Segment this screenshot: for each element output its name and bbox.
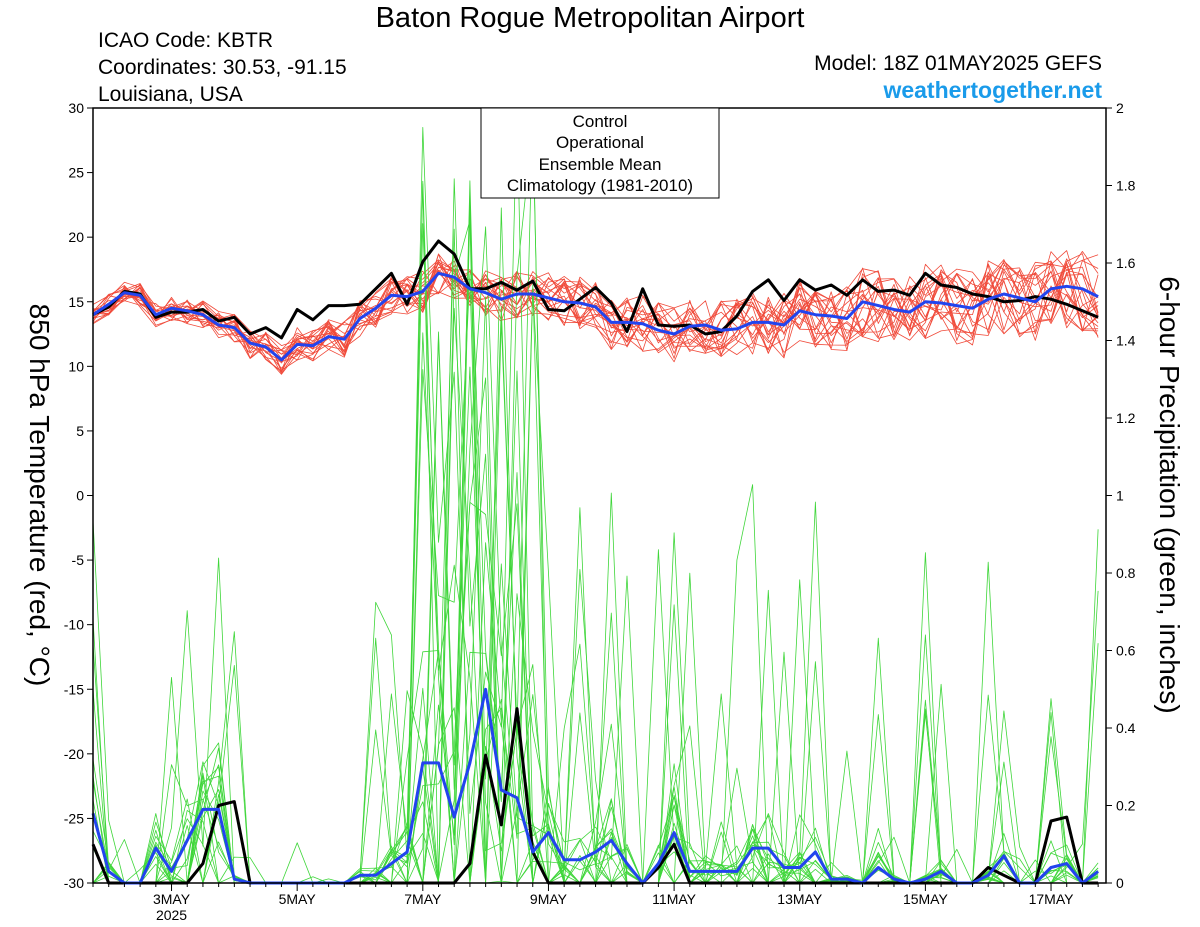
y-right-tick-label: 1 bbox=[1116, 488, 1124, 504]
y-right-tick-label: 0.6 bbox=[1116, 643, 1136, 659]
y-right-tick-label: 0.4 bbox=[1116, 720, 1136, 736]
y-left-tick-label: 0 bbox=[76, 488, 84, 504]
precipitation-member-line bbox=[92, 126, 1099, 884]
legend-box bbox=[480, 107, 720, 199]
chart-title: Baton Rogue Metropolitan Airport bbox=[375, 2, 805, 34]
y-right-tick-label: 0.8 bbox=[1116, 565, 1136, 581]
y-left-tick-label: -10 bbox=[64, 617, 84, 633]
x-tick-label: 3MAY bbox=[153, 891, 191, 907]
y-left-tick-label: 5 bbox=[76, 423, 84, 439]
temperature-member-line bbox=[92, 251, 1099, 363]
y-axis-left-title: 850 hPa Temperature (red, °C) bbox=[24, 304, 55, 687]
control-temperature-line bbox=[92, 239, 1099, 340]
region: Louisiana, USA bbox=[98, 83, 243, 106]
y-axis-right-title: 6-hour Precipitation (green, inches) bbox=[1154, 276, 1185, 713]
axes: 302520151050-5-10-15-20-25-3021.81.61.41… bbox=[64, 100, 1136, 923]
y-left-tick-label: 20 bbox=[68, 229, 84, 245]
legend-control: Control bbox=[573, 112, 628, 131]
y-right-tick-label: 1.2 bbox=[1116, 410, 1136, 426]
y-right-tick-label: 0 bbox=[1116, 875, 1124, 891]
temperature-member-line bbox=[92, 260, 1099, 375]
x-tick-year-label: 2025 bbox=[156, 907, 187, 923]
temperature-member-line bbox=[92, 253, 1099, 361]
y-right-tick-label: 1.6 bbox=[1116, 255, 1136, 271]
y-left-tick-label: -30 bbox=[64, 875, 84, 891]
precipitation-member-line bbox=[93, 332, 1099, 884]
y-left-tick-label: 10 bbox=[68, 358, 84, 374]
y-right-tick-label: 1.8 bbox=[1116, 178, 1136, 194]
temperature-member-line bbox=[92, 250, 1099, 362]
icao-code: ICAO Code: KBTR bbox=[98, 29, 274, 52]
x-tick-label: 13MAY bbox=[777, 891, 823, 907]
legend-operational: Operational bbox=[556, 133, 644, 152]
y-left-tick-label: 15 bbox=[68, 294, 84, 310]
y-left-tick-label: -15 bbox=[64, 681, 84, 697]
station-info: ICAO Code: KBTR Coordinates: 30.53, -91.… bbox=[98, 27, 347, 108]
plot-frame bbox=[92, 107, 1107, 884]
ensemble-mean-temperature-line bbox=[92, 271, 1099, 362]
coordinates: Coordinates: 30.53, -91.15 bbox=[98, 56, 347, 79]
y-left-tick-label: -5 bbox=[72, 552, 85, 568]
y-right-tick-label: 1.4 bbox=[1116, 333, 1136, 349]
ensemble-member-lines bbox=[92, 107, 1099, 884]
x-tick-label: 9MAY bbox=[530, 891, 568, 907]
model-run: Model: 18Z 01MAY2025 GEFS bbox=[814, 52, 1102, 75]
legend: Control Operational Ensemble Mean Climat… bbox=[480, 107, 720, 199]
site-link[interactable]: weathertogether.net bbox=[883, 77, 1102, 103]
x-tick-label: 7MAY bbox=[404, 891, 442, 907]
y-left-tick-label: -20 bbox=[64, 746, 84, 762]
x-tick-label: 17MAY bbox=[1029, 891, 1075, 907]
temperature-member-line bbox=[92, 250, 1099, 373]
temperature-member-line bbox=[92, 260, 1099, 373]
legend-ensemble-mean: Ensemble Mean bbox=[539, 155, 662, 174]
precipitation-member-line bbox=[92, 542, 1099, 884]
y-left-tick-label: 30 bbox=[68, 100, 84, 116]
precipitation-member-line bbox=[92, 366, 1099, 884]
x-tick-label: 5MAY bbox=[279, 891, 317, 907]
model-info: Model: 18Z 01MAY2025 GEFS weathertogethe… bbox=[814, 50, 1102, 104]
y-left-tick-label: 25 bbox=[68, 165, 84, 181]
legend-climatology: Climatology (1981-2010) bbox=[507, 176, 693, 195]
x-tick-label: 15MAY bbox=[903, 891, 949, 907]
y-right-tick-label: 2 bbox=[1116, 100, 1124, 116]
x-tick-label: 11MAY bbox=[652, 891, 696, 907]
y-left-tick-label: -25 bbox=[64, 810, 84, 826]
y-right-tick-label: 0.2 bbox=[1116, 798, 1136, 814]
